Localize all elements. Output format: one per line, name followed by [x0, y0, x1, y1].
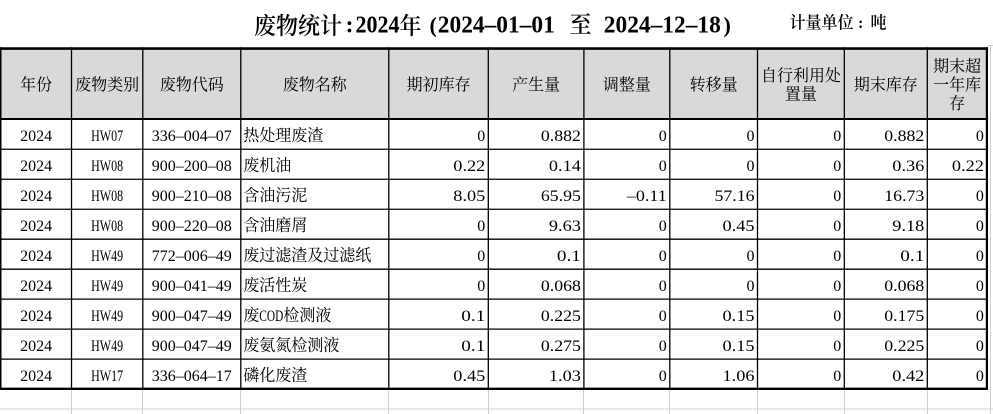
svg-text:2024: 2024 [20, 278, 52, 295]
svg-text:0.22: 0.22 [453, 158, 485, 175]
svg-text:16.73: 16.73 [884, 188, 924, 205]
svg-text:0: 0 [659, 338, 667, 355]
svg-text:0: 0 [976, 248, 984, 265]
svg-text:0: 0 [833, 368, 841, 385]
svg-text:9.18: 9.18 [892, 218, 924, 235]
svg-text:8.05: 8.05 [453, 188, 485, 205]
svg-text:1.03: 1.03 [549, 368, 581, 385]
svg-text:0.42: 0.42 [892, 368, 924, 385]
svg-text:2024: 2024 [20, 218, 52, 235]
svg-text:0: 0 [747, 128, 755, 145]
svg-text:0: 0 [659, 128, 667, 145]
svg-text:336–064–17: 336–064–17 [152, 368, 232, 385]
svg-text:0: 0 [833, 218, 841, 235]
svg-text:2024: 2024 [20, 128, 52, 145]
svg-text:HW49: HW49 [91, 338, 123, 355]
svg-text:0: 0 [659, 308, 667, 325]
svg-text:0: 0 [747, 248, 755, 265]
svg-text:0.882: 0.882 [884, 128, 924, 145]
svg-text:900–200–08: 900–200–08 [152, 158, 232, 175]
svg-text:2024: 2024 [20, 368, 52, 385]
svg-text:900–210–08: 900–210–08 [152, 188, 232, 205]
svg-text::: : [346, 13, 354, 39]
svg-text:0: 0 [833, 188, 841, 205]
svg-text:0: 0 [976, 128, 984, 145]
svg-text:0: 0 [976, 338, 984, 355]
svg-text:0.1: 0.1 [557, 248, 581, 265]
svg-text:HW07: HW07 [91, 128, 123, 145]
svg-text:0.36: 0.36 [892, 158, 924, 175]
svg-text::: : [858, 15, 863, 32]
svg-text:0.068: 0.068 [541, 278, 581, 295]
svg-text:2024: 2024 [356, 13, 400, 39]
svg-text:2024: 2024 [20, 248, 52, 265]
svg-text:0: 0 [833, 308, 841, 325]
svg-text:0: 0 [976, 278, 984, 295]
svg-text:0: 0 [833, 248, 841, 265]
svg-text:900–047–49: 900–047–49 [152, 338, 232, 355]
svg-text:900–047–49: 900–047–49 [152, 308, 232, 325]
svg-text:0: 0 [976, 368, 984, 385]
svg-text:772–006–49: 772–006–49 [152, 248, 232, 265]
svg-text:2024: 2024 [20, 188, 52, 205]
svg-text:HW08: HW08 [91, 218, 123, 235]
svg-text:900–220–08: 900–220–08 [152, 218, 232, 235]
svg-text:(: ( [430, 13, 437, 38]
svg-text:2024–01–01: 2024–01–01 [438, 13, 555, 39]
svg-text:0.225: 0.225 [541, 308, 581, 325]
svg-text:0.14: 0.14 [549, 158, 581, 175]
svg-text:0.1: 0.1 [461, 308, 485, 325]
svg-text:0: 0 [477, 218, 485, 235]
svg-text:0.45: 0.45 [723, 218, 755, 235]
svg-text:0: 0 [659, 278, 667, 295]
svg-text:–0.11: –0.11 [626, 188, 667, 205]
svg-text:0: 0 [659, 218, 667, 235]
svg-text:0.22: 0.22 [952, 158, 984, 175]
svg-text:HW08: HW08 [91, 158, 123, 175]
svg-text:0.225: 0.225 [884, 338, 924, 355]
svg-text:2024: 2024 [20, 338, 52, 355]
svg-text:0.068: 0.068 [884, 278, 924, 295]
svg-text:0.15: 0.15 [723, 338, 755, 355]
svg-text:0.45: 0.45 [453, 368, 485, 385]
svg-text:2024–12–18: 2024–12–18 [604, 13, 721, 39]
svg-text:0: 0 [659, 248, 667, 265]
svg-text:0.175: 0.175 [884, 308, 924, 325]
svg-text:0.15: 0.15 [723, 308, 755, 325]
svg-text:0: 0 [976, 218, 984, 235]
svg-text:0: 0 [833, 278, 841, 295]
svg-text:0: 0 [477, 248, 485, 265]
svg-text:HW08: HW08 [91, 188, 123, 205]
svg-text:0: 0 [747, 278, 755, 295]
svg-text:2024: 2024 [20, 308, 52, 325]
svg-text:HW17: HW17 [91, 368, 123, 385]
svg-text:57.16: 57.16 [715, 188, 755, 205]
svg-text:0.882: 0.882 [541, 128, 581, 145]
svg-text:HW49: HW49 [91, 248, 123, 265]
svg-text:0: 0 [976, 308, 984, 325]
svg-text:COD: COD [259, 308, 283, 325]
svg-text:900–041–49: 900–041–49 [152, 278, 232, 295]
svg-text:0.1: 0.1 [900, 248, 924, 265]
svg-text:0: 0 [976, 188, 984, 205]
svg-text:336–004–07: 336–004–07 [152, 128, 232, 145]
svg-text:9.63: 9.63 [549, 218, 581, 235]
svg-text:HW49: HW49 [91, 278, 123, 295]
svg-text:1.06: 1.06 [723, 368, 755, 385]
svg-text:0: 0 [833, 128, 841, 145]
svg-text:0: 0 [833, 158, 841, 175]
svg-text:2024: 2024 [20, 158, 52, 175]
svg-text:0: 0 [477, 128, 485, 145]
svg-text:0: 0 [477, 278, 485, 295]
svg-text:0: 0 [747, 158, 755, 175]
svg-text:): ) [724, 13, 731, 38]
svg-text:0: 0 [833, 338, 841, 355]
svg-text:0.1: 0.1 [461, 338, 485, 355]
svg-text:0: 0 [659, 368, 667, 385]
svg-text:0: 0 [659, 158, 667, 175]
svg-text:65.95: 65.95 [541, 188, 581, 205]
svg-text:HW49: HW49 [91, 308, 123, 325]
svg-text:0.275: 0.275 [541, 338, 581, 355]
